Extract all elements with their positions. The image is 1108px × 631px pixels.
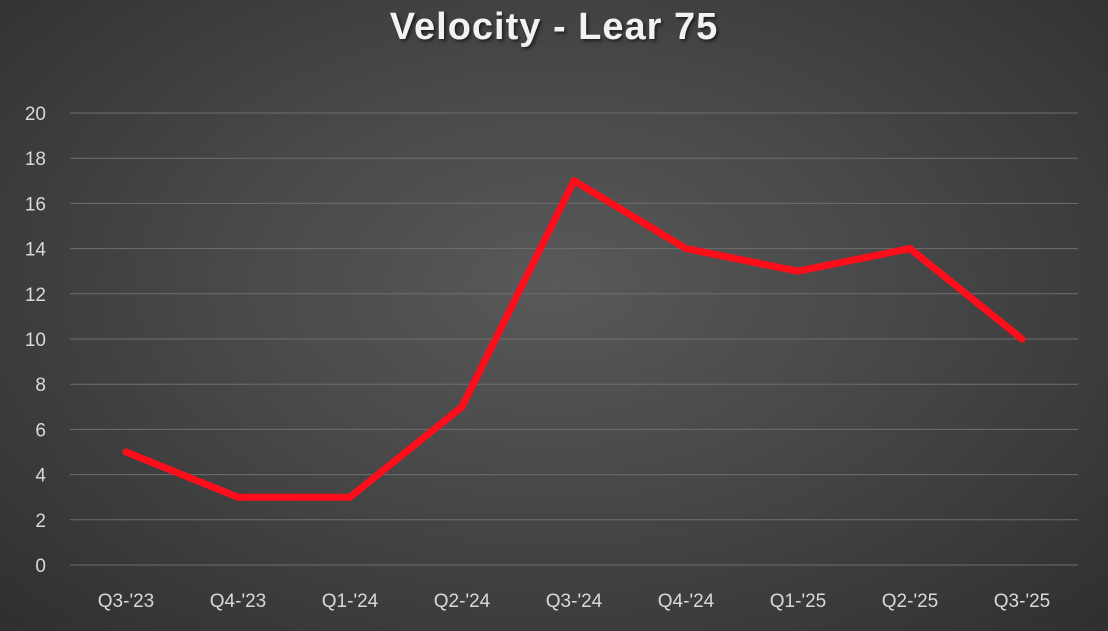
data-point — [682, 245, 690, 253]
y-tick-label: 8 — [35, 375, 46, 396]
x-tick-label: Q1-'24 — [322, 591, 379, 612]
data-point — [234, 493, 242, 501]
x-tick-label: Q3-'24 — [546, 591, 603, 612]
chart-title: Velocity - Lear 75 — [389, 6, 719, 48]
series — [122, 177, 1026, 501]
x-tick-label: Q4-'23 — [210, 591, 266, 612]
data-point — [570, 177, 578, 185]
x-tick-label: Q3-'25 — [994, 591, 1050, 612]
y-tick-label: 10 — [25, 330, 46, 351]
y-tick-label: 4 — [35, 466, 46, 487]
y-tick-label: 12 — [25, 285, 46, 306]
data-point — [122, 448, 130, 456]
y-axis: 0 2 4 6 8 10 12 14 16 18 20 — [25, 104, 47, 577]
x-tick-label: Q2-'25 — [882, 591, 938, 612]
data-point — [346, 493, 354, 501]
gridlines — [70, 112, 1078, 566]
data-point — [906, 245, 914, 253]
x-tick-label: Q3-'23 — [98, 591, 154, 612]
y-tick-label: 18 — [25, 149, 46, 170]
y-tick-label: 20 — [25, 104, 46, 125]
x-tick-label: Q2-'24 — [434, 591, 491, 612]
y-tick-label: 0 — [35, 556, 46, 577]
y-tick-label: 2 — [35, 511, 46, 532]
y-tick-label: 16 — [25, 194, 46, 215]
data-point — [458, 403, 466, 411]
data-point — [794, 267, 802, 275]
x-tick-label: Q4-'24 — [658, 591, 715, 612]
x-axis: Q3-'23 Q4-'23 Q1-'24 Q2-'24 Q3-'24 Q4-'24 Q1-'… — [98, 591, 1050, 612]
x-tick-label: Q1-'25 — [770, 591, 826, 612]
y-tick-label: 14 — [25, 240, 47, 261]
data-point — [1018, 335, 1026, 343]
y-tick-label: 6 — [35, 420, 46, 441]
